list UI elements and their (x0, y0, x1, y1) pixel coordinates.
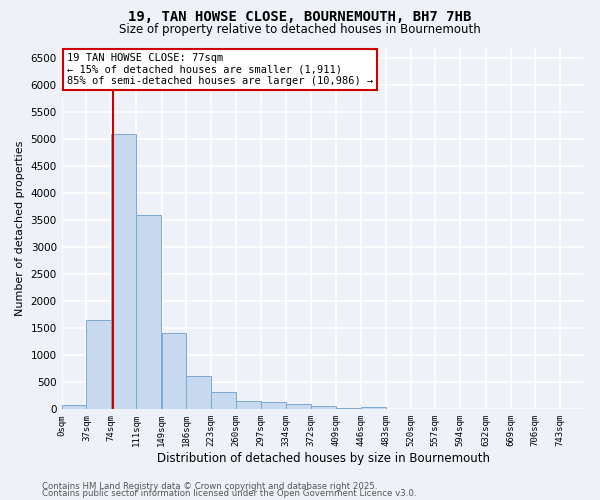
Text: Size of property relative to detached houses in Bournemouth: Size of property relative to detached ho… (119, 22, 481, 36)
Text: Contains HM Land Registry data © Crown copyright and database right 2025.: Contains HM Land Registry data © Crown c… (42, 482, 377, 491)
Text: 19 TAN HOWSE CLOSE: 77sqm
← 15% of detached houses are smaller (1,911)
85% of se: 19 TAN HOWSE CLOSE: 77sqm ← 15% of detac… (67, 53, 373, 86)
Bar (161, 332, 187, 409)
Bar (286, 404, 311, 409)
X-axis label: Distribution of detached houses by size in Bournemouth: Distribution of detached houses by size … (157, 452, 490, 465)
Text: Contains public sector information licensed under the Open Government Licence v3: Contains public sector information licen… (42, 490, 416, 498)
Bar (86, 320, 112, 410)
Bar (311, 406, 336, 410)
Bar (211, 392, 236, 409)
Text: 19, TAN HOWSE CLOSE, BOURNEMOUTH, BH7 7HB: 19, TAN HOWSE CLOSE, BOURNEMOUTH, BH7 7H… (128, 10, 472, 24)
Bar (112, 134, 136, 409)
Bar (361, 406, 386, 410)
Bar (336, 408, 361, 410)
Bar (236, 401, 261, 409)
Bar (62, 406, 86, 409)
Bar (136, 215, 161, 410)
Y-axis label: Number of detached properties: Number of detached properties (15, 140, 25, 316)
Bar (261, 402, 286, 409)
Bar (187, 376, 211, 410)
